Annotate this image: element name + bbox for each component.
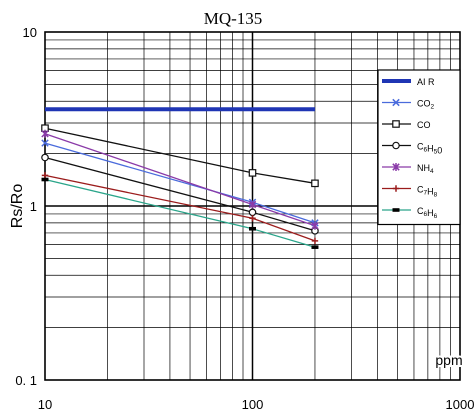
x-axis-unit-label: ppm (435, 352, 462, 368)
y-tick-label: 10 (23, 25, 37, 40)
data-point (41, 177, 49, 182)
legend-entry: C6H6 (382, 206, 438, 220)
data-point (311, 179, 319, 188)
data-point (311, 245, 319, 249)
data-point (248, 208, 257, 217)
data-point (392, 185, 400, 192)
legend-label: CO (417, 120, 431, 130)
legend-label: NH4 (417, 163, 434, 175)
data-point (248, 169, 257, 177)
series-line (44, 174, 316, 242)
legend-entry: NH4 (382, 163, 434, 175)
data-point (249, 215, 256, 222)
data-point (392, 98, 400, 107)
data-point (311, 221, 319, 230)
legend-label: CO2 (417, 99, 435, 111)
legend-entry: CO2 (382, 99, 435, 111)
series-c6h6 (41, 177, 319, 249)
data-point (41, 172, 49, 179)
x-tick-label: 1000 (446, 397, 474, 412)
legend-label: AI R (417, 77, 435, 87)
data-point (41, 139, 49, 147)
legend-entry: C6H50 (382, 142, 442, 156)
y-tick-label: 1 (30, 199, 37, 214)
chart-title: MQ-135 (204, 9, 263, 28)
legend-label: C6H50 (417, 142, 442, 156)
series-nh4 (41, 129, 319, 230)
data-point (311, 237, 319, 245)
legend-entry: C7H8 (382, 185, 438, 199)
legend-label: C6H6 (417, 206, 438, 220)
data-point (392, 163, 400, 171)
axis-ticks: 10 100 1000 0. 1 1 10 (15, 25, 474, 412)
series-line (44, 156, 316, 232)
series (41, 107, 319, 249)
x-tick-label: 100 (242, 397, 264, 412)
series-c6h5o (41, 153, 319, 235)
data-point (41, 153, 49, 162)
data-point (392, 141, 400, 150)
legend-entry: CO (382, 120, 431, 130)
legend-box (377, 69, 461, 226)
y-axis-label: Rs/Ro (9, 184, 26, 229)
data-point (392, 208, 400, 212)
data-point (248, 200, 257, 209)
y-tick-label: 0. 1 (15, 373, 37, 388)
legend-entry: AI R (382, 77, 435, 87)
series-c7h8 (41, 172, 319, 245)
series-co (41, 124, 319, 188)
legend-label: C7H8 (417, 185, 438, 199)
data-point (41, 129, 49, 138)
legend: AI R CO2 CO C6H50 NH4 C7H8 C6H6 (377, 69, 461, 226)
x-tick-label: 10 (38, 397, 52, 412)
series-line (44, 178, 316, 248)
series-line (44, 127, 316, 184)
data-point (249, 226, 256, 231)
data-point (392, 120, 400, 128)
